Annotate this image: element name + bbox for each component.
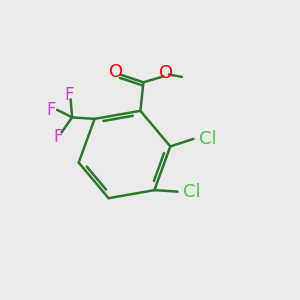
Text: O: O — [109, 63, 124, 81]
Text: Cl: Cl — [183, 183, 200, 201]
Text: F: F — [64, 86, 74, 104]
Text: O: O — [159, 64, 173, 82]
Text: F: F — [54, 128, 63, 146]
Text: Cl: Cl — [199, 130, 216, 148]
Text: F: F — [46, 101, 56, 119]
